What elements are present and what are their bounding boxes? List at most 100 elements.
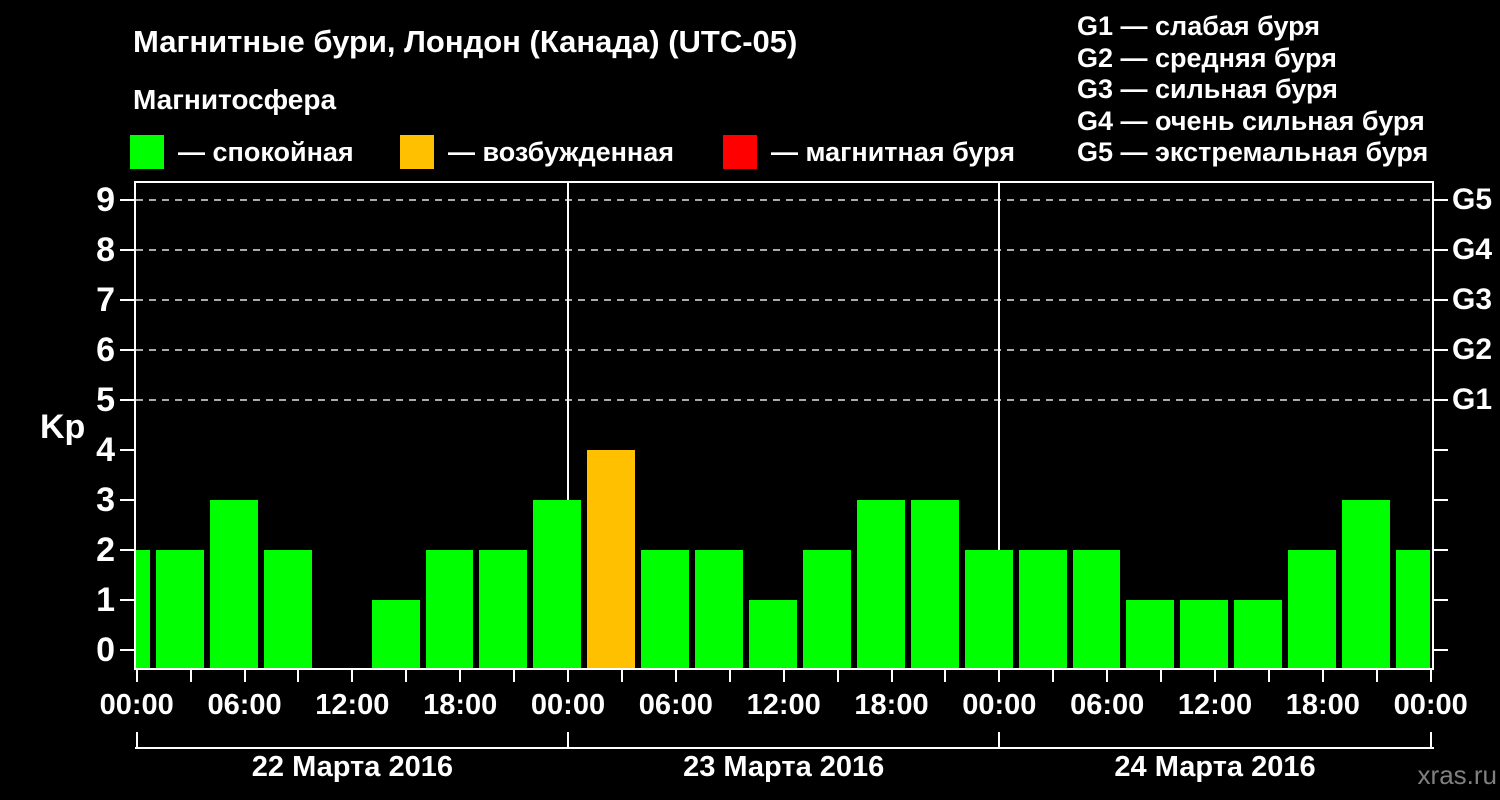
storm-scale-g3: G3 — сильная буря	[1077, 74, 1338, 104]
x-axis-tick	[728, 670, 731, 682]
time-label: 12:00	[315, 689, 390, 721]
x-axis-tick	[1160, 670, 1163, 682]
time-label: 00:00	[530, 689, 606, 721]
x-axis-tick	[620, 670, 623, 682]
kp-bar-day1-h21	[533, 500, 582, 668]
g-scale-label-G2: G2	[1452, 333, 1493, 366]
kp-bar-day3-h18	[1342, 500, 1391, 668]
y-axis-tick-left	[120, 249, 134, 251]
x-axis-tick	[297, 670, 300, 682]
x-axis-tick	[944, 670, 947, 682]
storm-scale-g2: G2 — средняя буря	[1077, 42, 1337, 73]
x-axis-tick	[243, 670, 246, 682]
kp-bar-day3-h3	[1072, 550, 1121, 668]
date-label: 23 Марта 2016	[683, 751, 885, 783]
kp-bar-day2-h21	[964, 550, 1013, 668]
storm-scale-legend: G1 — слабая буря G2 — средняя буря G3 — …	[1077, 11, 1428, 169]
x-axis-tick	[135, 670, 138, 682]
legend-label-quiet: — спокойная	[178, 137, 354, 167]
y-axis-tick-left	[120, 449, 134, 451]
page-title: Магнитные бури, Лондон (Канада) (UTC-05)	[133, 24, 798, 59]
kp-bar-day2-h0	[587, 450, 636, 668]
kp-bar-day1-h12	[371, 600, 420, 668]
y-axis-tick-left	[120, 299, 134, 301]
y-axis-tick-left	[120, 599, 134, 601]
y-axis-tick-right	[1434, 299, 1448, 301]
x-axis-tick	[567, 670, 570, 682]
g-scale-label-G3: G3	[1452, 283, 1493, 316]
x-axis-tick	[513, 670, 516, 682]
time-label: 12:00	[1177, 689, 1253, 721]
y-axis-tick-right	[1434, 199, 1448, 201]
storm-scale-g1: G1 — слабая буря	[1077, 11, 1321, 41]
time-label: 12:00	[746, 689, 821, 721]
magnetosphere-subtitle: Магнитосфера	[133, 84, 337, 115]
y-axis-tick-right	[1434, 649, 1448, 651]
x-axis-tick	[836, 670, 839, 682]
g-scale-label-G1: G1	[1452, 383, 1493, 416]
kp-bar-day3-h12	[1234, 600, 1283, 668]
legend-label-excited: — возбужденная	[448, 137, 674, 167]
kp-bar-day2-h9	[749, 600, 797, 668]
y-axis-label-9: 9	[96, 181, 115, 219]
y-axis-label-8: 8	[96, 231, 115, 269]
time-label: 00:00	[99, 689, 174, 721]
y-axis-label-3: 3	[96, 481, 115, 519]
date-axis-tick	[567, 732, 570, 749]
watermark: xras.ru	[1417, 760, 1497, 790]
x-axis-tick	[782, 670, 785, 682]
y-axis-tick-right	[1434, 249, 1448, 251]
date-axis-tick	[998, 732, 1001, 749]
x-axis-tick	[890, 670, 893, 682]
kp-bar-day3-h6	[1126, 600, 1175, 668]
y-axis-tick-right	[1434, 349, 1448, 351]
x-axis-tick	[674, 670, 677, 682]
x-axis-tick	[1321, 670, 1324, 682]
y-axis-tick-left	[120, 349, 134, 351]
y-axis-title: Kp	[40, 408, 86, 446]
date-axis-line	[135, 747, 1434, 749]
x-axis-tick	[1267, 670, 1270, 682]
y-axis-label-7: 7	[96, 281, 115, 319]
kp-bar-day2-h15	[856, 500, 905, 668]
x-axis-tick	[459, 670, 462, 682]
kp-bar-day1-h15	[425, 550, 474, 668]
x-axis-tick	[1375, 670, 1378, 682]
gridline-kp7	[136, 299, 1432, 301]
time-label: 18:00	[854, 689, 929, 721]
x-axis-tick	[1214, 670, 1217, 682]
time-label: 06:00	[638, 689, 713, 721]
y-axis-label-6: 6	[96, 331, 115, 369]
time-label: 18:00	[423, 689, 498, 721]
kp-bar-day3-h15	[1288, 550, 1337, 668]
y-axis-label-2: 2	[96, 531, 115, 569]
x-axis-tick	[189, 670, 192, 682]
gridline-kp6	[136, 349, 1432, 351]
storm-scale-g4: G4 — очень сильная буря	[1077, 105, 1425, 136]
x-axis-tick	[1429, 670, 1432, 682]
kp-bar-day3-h9	[1180, 600, 1229, 668]
legend-swatch-excited	[400, 135, 434, 169]
day-boundary-line	[998, 183, 1001, 668]
y-axis-label-4: 4	[96, 431, 115, 469]
y-axis-label-5: 5	[96, 381, 115, 419]
y-axis-tick-left	[120, 549, 134, 551]
kp-bar-day1-h3	[209, 500, 258, 668]
time-label: 00:00	[962, 689, 1037, 721]
x-axis-tick	[998, 670, 1001, 682]
y-axis-tick-right	[1434, 549, 1448, 551]
y-axis-tick-left	[120, 499, 134, 501]
kp-bar-day2-h18	[910, 500, 959, 668]
y-axis-label-0: 0	[96, 631, 115, 669]
date-axis-tick	[1429, 732, 1432, 749]
kp-bar-day1-h18	[479, 550, 528, 668]
time-label: 18:00	[1285, 689, 1360, 721]
y-axis-tick-left	[120, 649, 134, 651]
plot-area	[134, 181, 1434, 670]
x-axis-tick	[405, 670, 408, 682]
kp-bar-day2-h3	[641, 550, 690, 668]
gridline-kp5	[136, 399, 1432, 401]
legend-swatch-storm	[723, 135, 757, 169]
storm-scale-g5: G5 — экстремальная буря	[1077, 137, 1429, 167]
